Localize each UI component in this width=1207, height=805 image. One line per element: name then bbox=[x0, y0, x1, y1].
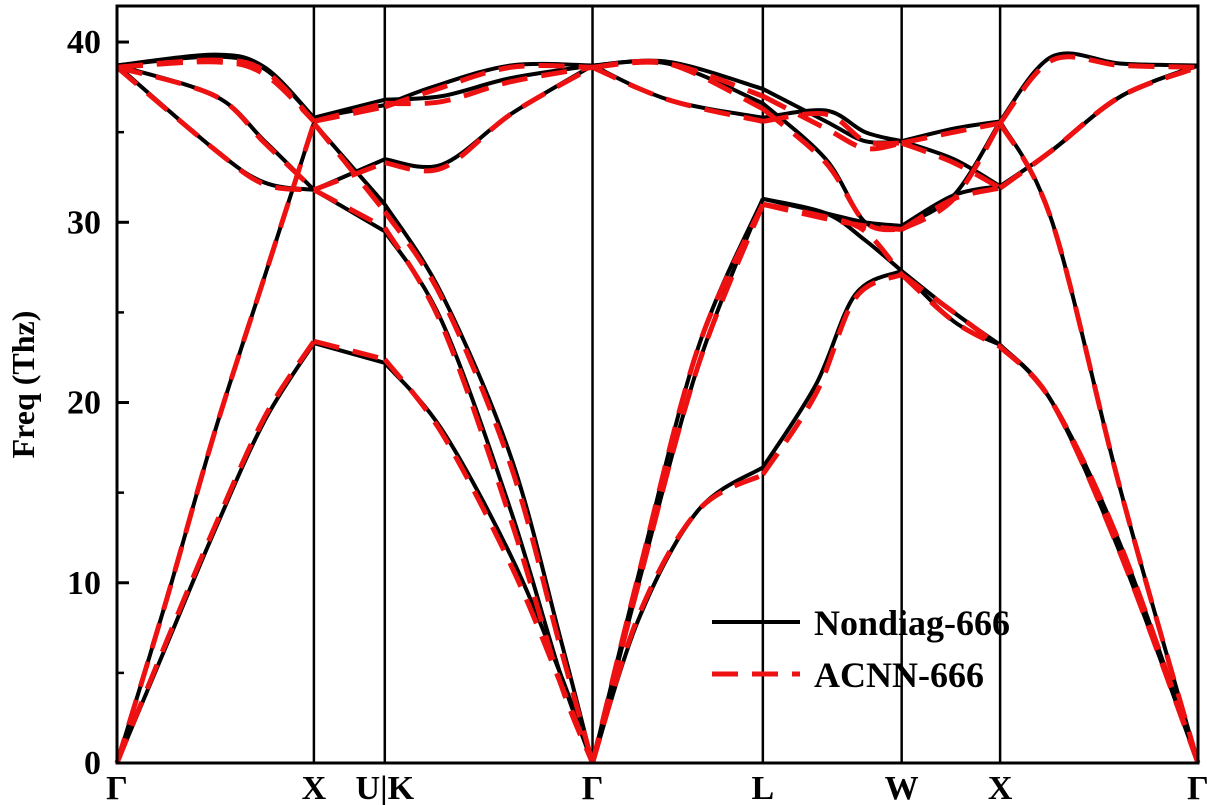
x-tick-label: X bbox=[988, 770, 1013, 805]
band-line bbox=[116, 64, 1201, 764]
band-line bbox=[115, 64, 1199, 764]
band-line bbox=[115, 121, 1200, 764]
y-tick-label: 20 bbox=[67, 385, 101, 422]
legend-label: Nondiag-666 bbox=[814, 603, 1010, 643]
x-tick-label: Γ bbox=[106, 770, 128, 805]
y-axis: 0 10 20 30 40 bbox=[67, 24, 129, 782]
x-tick-label: Γ bbox=[1187, 770, 1207, 805]
x-tick-label: X bbox=[302, 770, 327, 805]
band-line bbox=[116, 63, 1200, 764]
band-line bbox=[116, 59, 1199, 191]
band-line bbox=[114, 272, 1201, 764]
band-line bbox=[116, 54, 1199, 233]
y-axis-title: Freq (Thz) bbox=[5, 311, 41, 459]
x-tick-label: U|K bbox=[356, 770, 415, 805]
series-acnn-666 bbox=[114, 54, 1201, 764]
legend: Nondiag-666 ACNN-666 bbox=[712, 603, 1010, 695]
high-symmetry-lines bbox=[312, 6, 1002, 763]
band-line bbox=[115, 63, 1199, 764]
plot-frame bbox=[115, 4, 1200, 765]
x-tick-label: W bbox=[885, 770, 919, 805]
y-tick-label: 10 bbox=[67, 565, 101, 602]
y-tick-label: 30 bbox=[67, 204, 101, 241]
y-tick-label: 40 bbox=[67, 24, 101, 61]
band-line bbox=[114, 121, 1201, 764]
legend-label: ACNN-666 bbox=[814, 655, 984, 695]
x-axis: Γ X U|K Γ L W X Γ bbox=[106, 770, 1207, 805]
series-layer bbox=[114, 51, 1201, 764]
x-tick-label: Γ bbox=[582, 770, 604, 805]
y-tick-label: 0 bbox=[84, 745, 101, 782]
x-tick-label: L bbox=[751, 770, 774, 805]
